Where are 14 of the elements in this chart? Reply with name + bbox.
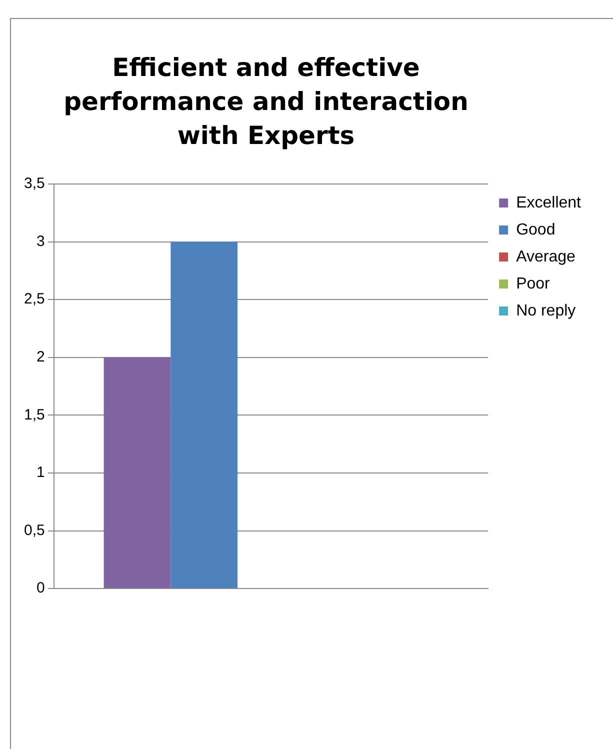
y-tick-label: 0,5 [24, 522, 45, 539]
legend-label: Average [516, 248, 576, 266]
legend-label: Good [516, 221, 556, 238]
y-tick-label: 3 [36, 232, 45, 250]
legend-label: No reply [516, 302, 576, 320]
y-tick-label: 0 [36, 580, 45, 597]
y-tick-label: 2 [36, 348, 45, 366]
y-tick-label: 3,5 [24, 175, 45, 192]
legend-label: Poor [516, 275, 551, 292]
y-tick-label: 1,5 [24, 406, 45, 424]
y-tick-label: 2,5 [24, 290, 45, 308]
chart-title: Efficient and effective performance and interaction with Experts [62, 52, 470, 152]
legend-label: Excellent [516, 194, 582, 212]
y-tick-label: 1 [36, 464, 45, 482]
